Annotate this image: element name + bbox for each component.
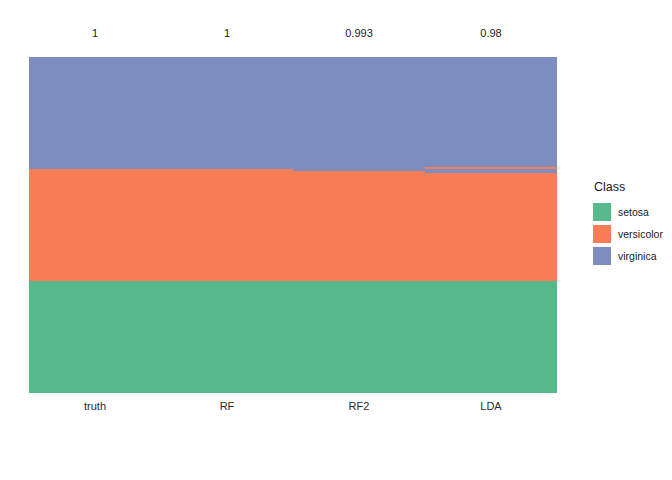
- segment-virginica: [425, 57, 557, 167]
- legend-item-virginica: virginica: [593, 247, 671, 265]
- legend-label-versicolor: versicolor: [618, 228, 663, 240]
- plot-area: [29, 57, 557, 393]
- column-LDA: [425, 57, 557, 393]
- legend-key-virginica: [593, 247, 611, 265]
- segment-versicolor: [29, 169, 161, 281]
- segment-setosa: [293, 281, 425, 393]
- segment-virginica: [29, 57, 161, 169]
- legend: Class setosa versicolor virginica: [593, 180, 671, 269]
- segment-setosa: [425, 281, 557, 393]
- x-axis-label-rf: RF: [161, 399, 293, 413]
- legend-title: Class: [594, 180, 671, 194]
- legend-key-setosa: [593, 203, 611, 221]
- segment-versicolor: [161, 169, 293, 281]
- accuracy-label-lda: 0.98: [425, 26, 557, 40]
- accuracy-label-truth: 1: [29, 26, 161, 40]
- accuracy-label-rf: 1: [161, 26, 293, 40]
- class-prediction-chart: 1 1 0.993 0.98 truth RF RF2 LDA Class se…: [0, 0, 672, 480]
- segment-versicolor: [293, 171, 425, 281]
- column-RF: [161, 57, 293, 393]
- segment-versicolor: [425, 173, 557, 281]
- column-truth: [29, 57, 161, 393]
- x-axis-label-truth: truth: [29, 399, 161, 413]
- segment-virginica: [293, 57, 425, 171]
- x-axis-labels-row: truth RF RF2 LDA: [29, 399, 557, 413]
- accuracy-labels-row: 1 1 0.993 0.98: [29, 26, 557, 40]
- x-axis-label-lda: LDA: [425, 399, 557, 413]
- legend-label-setosa: setosa: [618, 206, 649, 218]
- legend-item-versicolor: versicolor: [593, 225, 671, 243]
- segment-setosa: [161, 281, 293, 393]
- x-axis-label-rf2: RF2: [293, 399, 425, 413]
- legend-key-versicolor: [593, 225, 611, 243]
- legend-label-virginica: virginica: [618, 250, 657, 262]
- column-RF2: [293, 57, 425, 393]
- segment-virginica: [161, 57, 293, 169]
- segment-setosa: [29, 281, 161, 393]
- legend-item-setosa: setosa: [593, 203, 671, 221]
- accuracy-label-rf2: 0.993: [293, 26, 425, 40]
